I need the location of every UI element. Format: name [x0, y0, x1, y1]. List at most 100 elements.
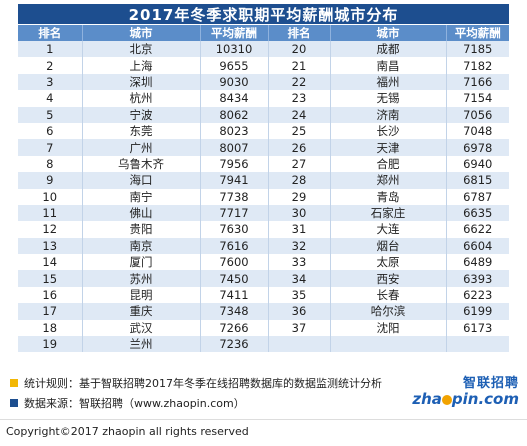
salary-cell: 9655	[200, 57, 269, 74]
salary-cell: 7450	[200, 270, 269, 287]
salary-cell: 7956	[200, 155, 269, 173]
rank-cell: 30	[268, 204, 331, 222]
rank-cell: 10	[18, 188, 83, 205]
rank-cell: 31	[268, 221, 331, 238]
city-cell: 天津	[330, 139, 447, 156]
table-body: 1 北京 10310 20 成都 7185 2 上海 9655 21 南昌 7182 3 深圳 9030 22…	[18, 41, 509, 353]
table-row: 1 北京 10310 20 成都 7185	[18, 41, 509, 58]
city-cell: 昆明	[82, 286, 201, 304]
rank-cell: 32	[268, 237, 331, 255]
note-rule: 统计规则：基于智联招聘2017年冬季在线招聘数据库的数据监测统计分析	[6, 373, 521, 393]
rank-cell: 34	[268, 270, 331, 287]
rank-cell: 36	[268, 303, 331, 320]
table-row: 15 苏州 7450 34 西安 6393	[18, 270, 509, 287]
rank-cell	[268, 336, 331, 353]
rank-cell: 28	[268, 172, 331, 189]
city-cell: 上海	[82, 57, 201, 74]
salary-cell: 6223	[446, 286, 509, 304]
table-row: 19 兰州 7236	[18, 336, 509, 353]
logo-en-prefix: zha	[412, 390, 442, 408]
salary-cell: 6787	[446, 188, 509, 205]
salary-cell: 6393	[446, 270, 509, 287]
table-row: 10 南宁 7738 29 青岛 6787	[18, 188, 509, 205]
rank-cell: 25	[268, 122, 331, 140]
city-cell: 成都	[330, 41, 447, 58]
rank-cell: 18	[18, 319, 83, 337]
city-cell: 长沙	[330, 122, 447, 140]
table-row: 13 南京 7616 32 烟台 6604	[18, 237, 509, 255]
header-rank-left: 排名	[18, 25, 83, 41]
city-cell	[330, 336, 447, 353]
copyright-text: Copyright©2017 zhaopin all rights reserv…	[6, 425, 249, 438]
city-cell: 广州	[82, 139, 201, 156]
salary-cell: 8007	[200, 139, 269, 156]
salary-cell: 6815	[446, 172, 509, 189]
city-cell: 西安	[330, 270, 447, 287]
salary-cell: 7056	[446, 106, 509, 123]
salary-cell: 7185	[446, 41, 509, 58]
city-cell: 南宁	[82, 188, 201, 205]
city-cell: 贵阳	[82, 221, 201, 238]
city-cell: 海口	[82, 172, 201, 189]
salary-cell: 7411	[200, 286, 269, 304]
city-cell: 武汉	[82, 319, 201, 337]
rank-cell: 2	[18, 57, 83, 74]
rank-cell: 16	[18, 286, 83, 304]
gold-square-icon	[10, 379, 18, 387]
rank-cell: 17	[18, 303, 83, 320]
header-city-left: 城市	[82, 25, 201, 41]
salary-cell: 6940	[446, 155, 509, 173]
table-row: 16 昆明 7411 35 长春 6223	[18, 286, 509, 304]
salary-table: 排名 城市 平均薪酬 排名 城市 平均薪酬 1 北京 10310 20 成都 7185 2 上…	[18, 25, 509, 353]
city-cell: 佛山	[82, 204, 201, 222]
salary-cell: 6604	[446, 237, 509, 255]
table-row: 8 乌鲁木齐 7956 27 合肥 6940	[18, 155, 509, 173]
rank-cell: 15	[18, 270, 83, 287]
city-cell: 厦门	[82, 254, 201, 271]
salary-cell: 8434	[200, 90, 269, 107]
header-salary-left: 平均薪酬	[200, 25, 269, 41]
rank-cell: 14	[18, 254, 83, 271]
rank-cell: 6	[18, 122, 83, 140]
note-source-text: 数据来源：智联招聘（www.zhaopin.com）	[24, 397, 245, 410]
rank-cell: 9	[18, 172, 83, 189]
table-row: 5 宁波 8062 24 济南 7056	[18, 106, 509, 123]
city-cell: 杭州	[82, 90, 201, 107]
divider	[0, 419, 527, 420]
rank-cell: 24	[268, 106, 331, 123]
blue-square-icon	[10, 399, 18, 407]
city-cell: 青岛	[330, 188, 447, 205]
city-cell: 南京	[82, 237, 201, 255]
salary-cell: 7941	[200, 172, 269, 189]
city-cell: 济南	[330, 106, 447, 123]
rank-cell: 37	[268, 319, 331, 337]
city-cell: 福州	[330, 73, 447, 91]
rank-cell: 11	[18, 204, 83, 222]
salary-cell: 7600	[200, 254, 269, 271]
city-cell: 兰州	[82, 336, 201, 353]
city-cell: 深圳	[82, 73, 201, 91]
logo-en-text: zha pin.com	[409, 390, 519, 408]
table-row: 3 深圳 9030 22 福州 7166	[18, 73, 509, 91]
rank-cell: 21	[268, 57, 331, 74]
salary-cell: 7738	[200, 188, 269, 205]
rank-cell: 7	[18, 139, 83, 156]
table-row: 14 厦门 7600 33 太原 6489	[18, 254, 509, 271]
header-city-right: 城市	[330, 25, 447, 41]
salary-cell: 7166	[446, 73, 509, 91]
rank-cell: 20	[268, 41, 331, 58]
rank-cell: 33	[268, 254, 331, 271]
city-cell: 长春	[330, 286, 447, 304]
rank-cell: 12	[18, 221, 83, 238]
salary-cell: 6489	[446, 254, 509, 271]
salary-cell	[446, 336, 509, 353]
city-cell: 宁波	[82, 106, 201, 123]
rank-cell: 3	[18, 73, 83, 91]
city-cell: 重庆	[82, 303, 201, 320]
table-row: 12 贵阳 7630 31 大连 6622	[18, 221, 509, 238]
city-cell: 苏州	[82, 270, 201, 287]
rank-cell: 23	[268, 90, 331, 107]
rank-cell: 22	[268, 73, 331, 91]
city-cell: 烟台	[330, 237, 447, 255]
table-row: 17 重庆 7348 36 哈尔滨 6199	[18, 303, 509, 320]
